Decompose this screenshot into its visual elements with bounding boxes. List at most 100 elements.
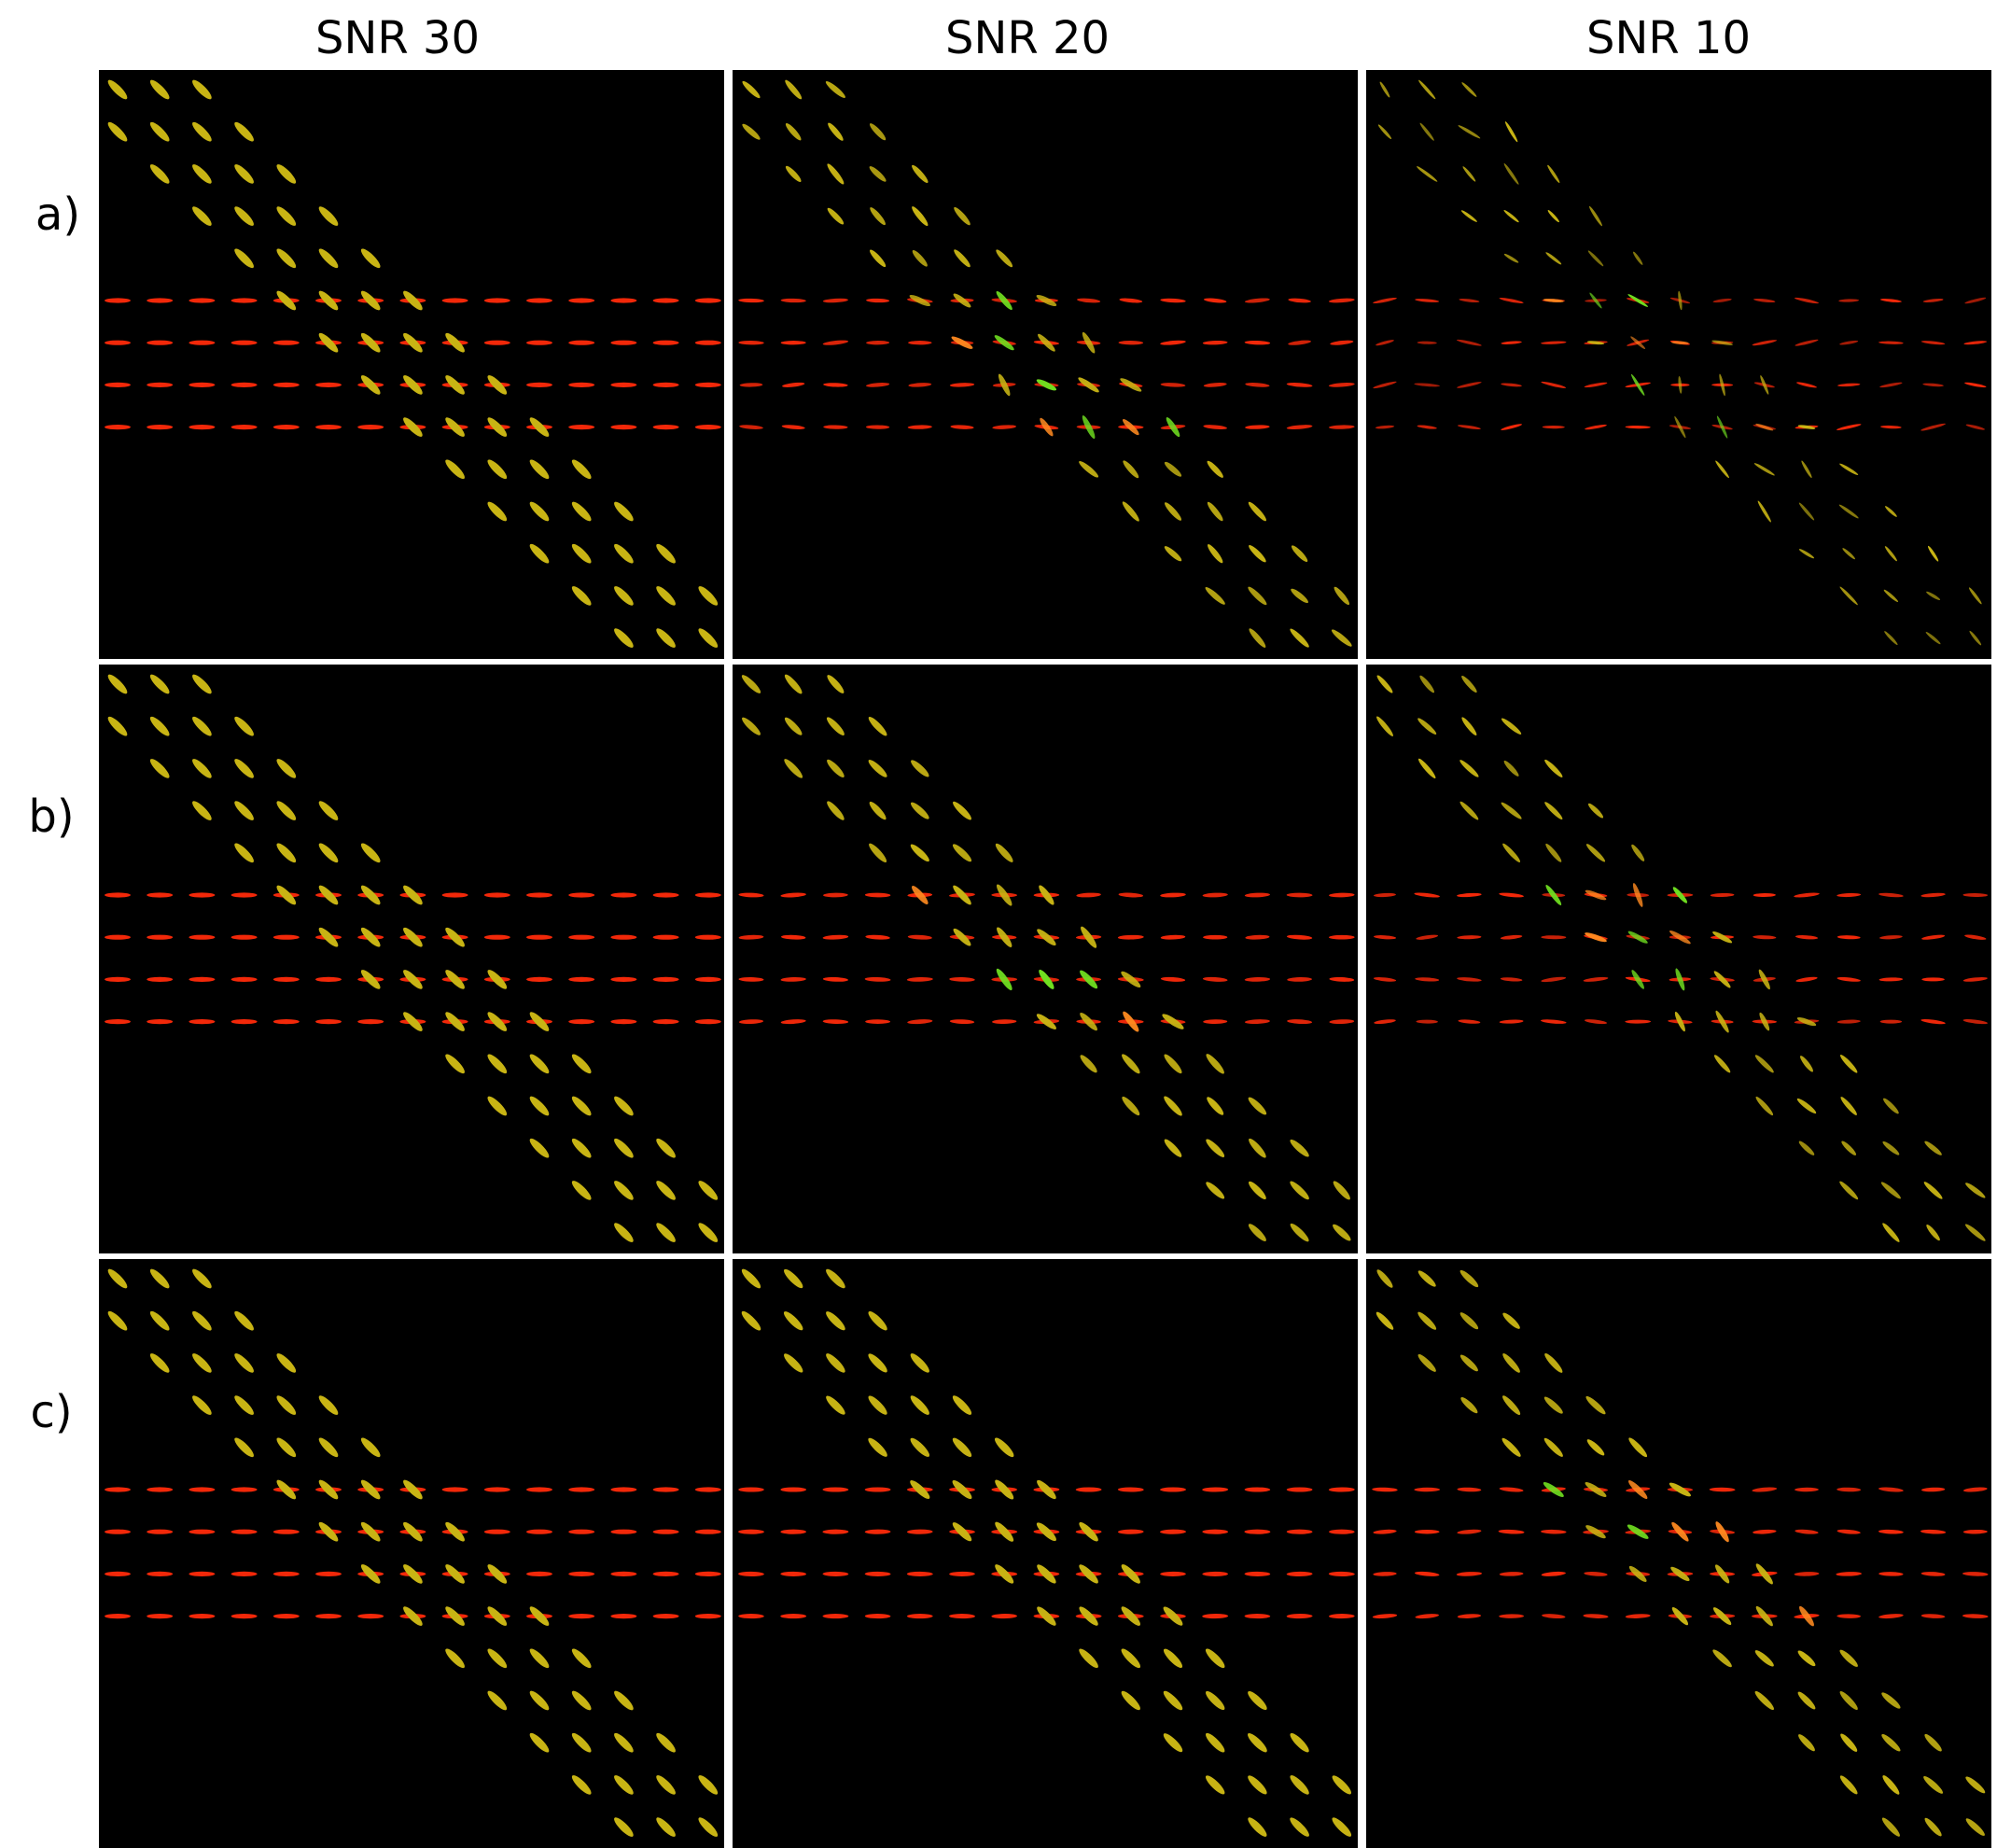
- glyph: [445, 1648, 465, 1669]
- glyph: [1286, 892, 1313, 898]
- glyph: [1036, 1014, 1056, 1029]
- glyph: [739, 425, 763, 429]
- glyph: [1836, 1614, 1862, 1618]
- glyph: [276, 1395, 297, 1415]
- glyph: [1838, 299, 1860, 302]
- glyph: [1079, 1564, 1098, 1584]
- glyph: [827, 207, 845, 225]
- glyph: [1333, 1181, 1350, 1200]
- glyph: [1798, 1734, 1815, 1752]
- glyph: [1630, 336, 1646, 350]
- glyph: [906, 1571, 933, 1576]
- glyph: [739, 383, 763, 387]
- glyph: [568, 976, 595, 982]
- glyph: [1543, 299, 1564, 302]
- glyph: [868, 1310, 887, 1331]
- glyph: [1248, 1224, 1266, 1241]
- glyph: [1205, 587, 1225, 605]
- glyph: [614, 1096, 634, 1116]
- glyph: [1082, 415, 1096, 440]
- glyph: [568, 298, 595, 303]
- glyph: [995, 1521, 1014, 1542]
- glyph: [1715, 1010, 1729, 1033]
- glyph: [1753, 1529, 1777, 1534]
- glyph: [1965, 1776, 1986, 1794]
- glyph: [652, 1571, 679, 1576]
- glyph: [571, 1732, 592, 1753]
- glyph: [1541, 341, 1567, 344]
- glyph: [1800, 1056, 1813, 1072]
- glyph: [105, 934, 131, 940]
- glyph: [1288, 340, 1312, 345]
- glyph: [865, 383, 890, 387]
- glyph: [568, 892, 595, 898]
- glyph: [912, 206, 929, 227]
- glyph: [1459, 1269, 1479, 1288]
- glyph: [614, 1690, 634, 1711]
- glyph: [1244, 341, 1271, 345]
- glyph: [1671, 1521, 1689, 1542]
- glyph: [189, 1529, 216, 1534]
- glyph: [105, 1487, 131, 1492]
- glyph: [1206, 1182, 1225, 1199]
- glyph: [1334, 586, 1350, 606]
- glyph: [1541, 1571, 1566, 1576]
- glyph: [441, 1487, 468, 1492]
- glyph: [1674, 1011, 1685, 1032]
- glyph: [1461, 82, 1477, 97]
- glyph: [822, 934, 849, 940]
- glyph: [949, 383, 975, 387]
- glyph: [1920, 1487, 1946, 1492]
- glyph: [105, 1614, 131, 1619]
- glyph: [1879, 299, 1902, 302]
- glyph: [1203, 383, 1227, 387]
- glyph: [1633, 251, 1643, 265]
- glyph: [828, 122, 844, 141]
- glyph: [1544, 1352, 1563, 1373]
- glyph: [403, 1521, 423, 1542]
- glyph: [192, 759, 212, 778]
- glyph: [1878, 892, 1904, 898]
- glyph: [318, 1521, 339, 1542]
- glyph: [652, 1529, 679, 1534]
- glyph: [1205, 1690, 1225, 1711]
- glyph: [1923, 1182, 1943, 1199]
- glyph: [529, 1606, 550, 1626]
- glyph: [445, 1521, 465, 1542]
- glyph: [1122, 1054, 1140, 1074]
- glyph: [360, 1521, 381, 1542]
- glyph: [827, 675, 845, 693]
- glyph: [571, 1181, 592, 1200]
- glyph: [1376, 1311, 1394, 1330]
- glyph: [149, 674, 170, 694]
- glyph: [234, 1395, 254, 1415]
- glyph: [1760, 375, 1769, 395]
- glyph: [1921, 977, 1945, 982]
- glyph: [1164, 1054, 1182, 1074]
- glyph: [147, 1614, 174, 1619]
- glyph: [234, 248, 254, 269]
- glyph: [1373, 381, 1397, 389]
- glyph: [568, 382, 595, 387]
- glyph: [1839, 1649, 1858, 1667]
- glyph: [1920, 1614, 1946, 1618]
- panel: [733, 70, 1358, 659]
- glyph: [483, 934, 510, 940]
- glyph: [864, 1529, 891, 1534]
- glyph: [614, 628, 634, 648]
- glyph: [1037, 929, 1056, 946]
- glyph: [1160, 976, 1186, 982]
- glyph: [1709, 1487, 1736, 1492]
- glyph: [1244, 892, 1270, 898]
- glyph: [1500, 934, 1523, 940]
- glyph: [1798, 502, 1815, 521]
- glyph: [1501, 341, 1522, 344]
- glyph: [357, 1019, 384, 1025]
- glyph: [698, 628, 719, 648]
- glyph: [1416, 934, 1439, 940]
- glyph: [147, 976, 174, 982]
- glyph: [1164, 1139, 1182, 1157]
- glyph: [483, 892, 510, 898]
- glyph: [1795, 976, 1818, 983]
- glyph: [1461, 717, 1477, 735]
